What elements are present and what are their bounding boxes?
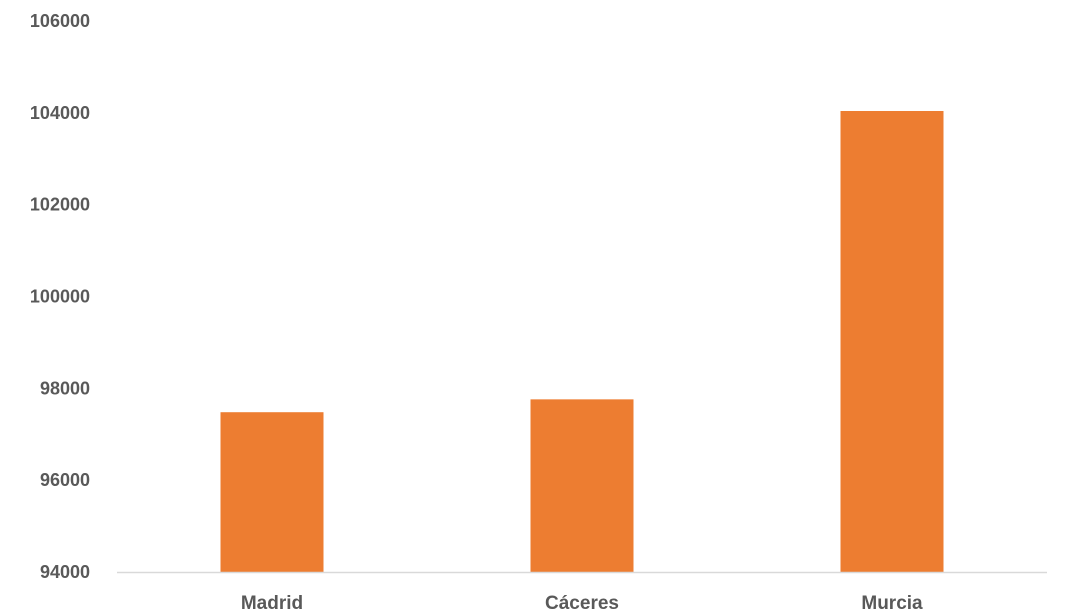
bars: [220, 110, 944, 572]
x-category-label: Cáceres: [545, 593, 619, 611]
y-tick-label: 96000: [40, 470, 90, 490]
y-tick-label: 102000: [30, 195, 90, 215]
x-category-label: Murcia: [861, 593, 923, 611]
x-axis-labels: Madrid Cáceres Murcia: [241, 593, 923, 611]
y-tick-label: 104000: [30, 103, 90, 123]
y-tick-label: 94000: [40, 562, 90, 582]
y-tick-label: 106000: [30, 11, 90, 31]
bar-murcia: [840, 110, 944, 572]
bar-cáceres: [530, 399, 634, 572]
y-tick-label: 100000: [30, 287, 90, 307]
y-axis-ticks: 94000 96000 98000 100000 102000 104000 106000: [30, 11, 90, 582]
y-tick-label: 98000: [40, 378, 90, 398]
bar-madrid: [220, 412, 324, 572]
x-category-label: Madrid: [241, 593, 303, 611]
